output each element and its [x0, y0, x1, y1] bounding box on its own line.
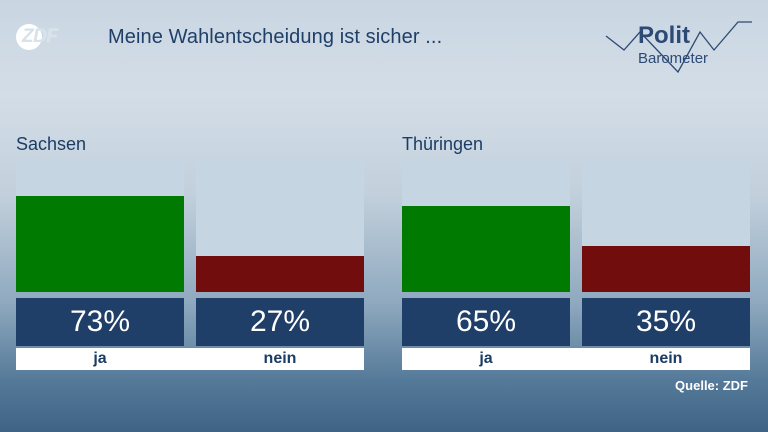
category-label-thueringen-nein: nein — [649, 350, 683, 367]
bar-thueringen-nein — [582, 246, 750, 292]
category-label-sachsen-ja: ja — [93, 350, 107, 367]
region-label-sachsen: Sachsen — [16, 134, 87, 154]
category-label-sachsen-nein: nein — [263, 350, 297, 367]
answer-strip-sachsen — [16, 348, 364, 370]
value-label-sachsen-nein: 27% — [196, 298, 364, 346]
value-label-thueringen-ja: 65% — [402, 298, 570, 346]
politbarometer-zigzag-icon — [605, 21, 752, 74]
bar-track-sachsen-nein — [196, 160, 364, 292]
category-label-thueringen-ja: ja — [479, 350, 493, 367]
bar-sachsen-ja — [16, 196, 184, 292]
region-label-thueringen: Thüringen — [402, 134, 484, 154]
source-note: Quelle: ZDF — [675, 378, 748, 393]
chart-title: Meine Wahlentscheidung ist sicher ... — [108, 26, 443, 48]
brand-barometer: Barometer — [638, 50, 709, 67]
bar-track-thueringen-nein — [582, 160, 750, 292]
politbarometer-logo: Polit Barometer — [600, 14, 756, 78]
answer-strip-thueringen — [402, 348, 750, 370]
zdf-logo-circle — [16, 24, 42, 50]
bar-sachsen-nein — [196, 256, 364, 292]
bar-thueringen-ja — [402, 206, 570, 292]
bar-track-thueringen-ja — [402, 160, 570, 292]
brand-polit: Polit — [638, 22, 690, 49]
value-label-sachsen-ja: 73% — [16, 298, 184, 346]
zdf-logo-text: ZDF — [22, 26, 58, 47]
zdf-logo: ZDF — [16, 24, 58, 50]
value-label-thueringen-nein: 35% — [582, 298, 750, 346]
bar-track-sachsen-ja — [16, 160, 184, 292]
